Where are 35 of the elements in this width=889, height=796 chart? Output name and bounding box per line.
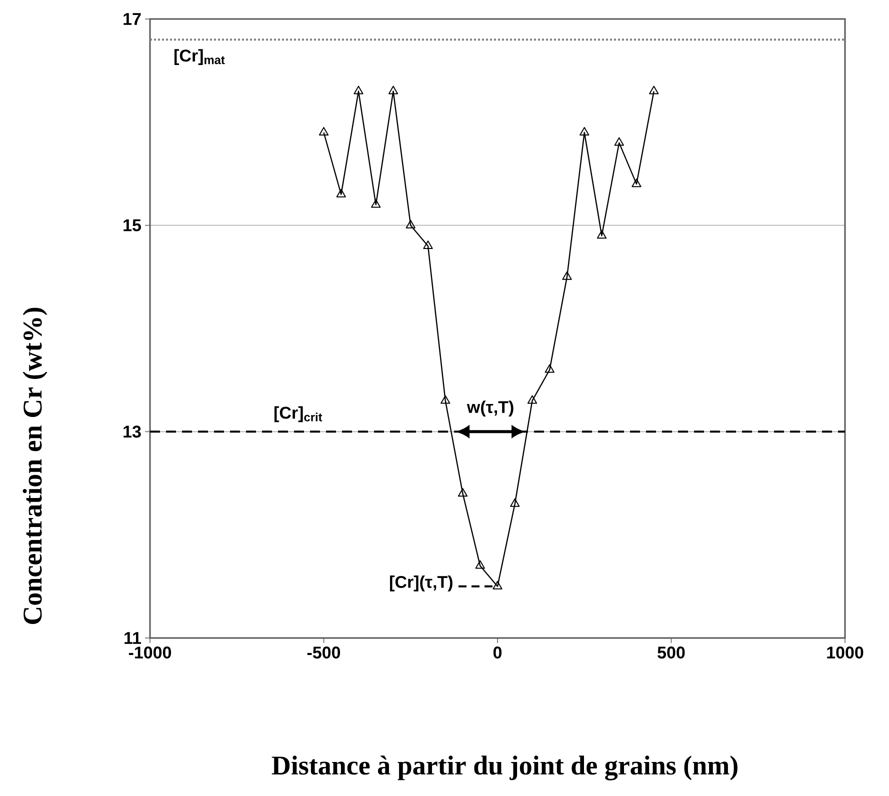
point	[458, 488, 468, 497]
point	[632, 178, 642, 188]
point	[614, 137, 624, 146]
y-tick-label: 15	[124, 219, 141, 232]
point	[596, 230, 607, 239]
point	[527, 395, 538, 404]
x-tick-label: -500	[307, 646, 340, 659]
point	[562, 271, 572, 280]
ref-line-label: [Cr]$_{crit}$	[274, 406, 322, 422]
y-axis-title: Concentration en Cr (wt%)	[22, 308, 48, 624]
point	[510, 498, 520, 507]
point	[354, 86, 364, 94]
x-tick-label: -1000	[128, 646, 172, 659]
point	[371, 199, 381, 208]
point	[440, 395, 450, 404]
point	[649, 86, 659, 94]
point	[475, 560, 485, 569]
y-tick-label: 13	[124, 426, 141, 438]
point	[580, 126, 590, 136]
annotation: w(τ,T)	[466, 400, 514, 416]
x-tick-label: 1000	[827, 646, 864, 659]
point	[406, 220, 416, 228]
x-tick-label: 0	[493, 646, 502, 659]
x-tick-label: 500	[658, 646, 685, 659]
x-axis-title: Distance à partir du joint de grains (nm)	[272, 756, 738, 780]
point	[544, 364, 554, 373]
ref-line-label: [Cr]$_{mat}$	[174, 49, 225, 66]
point	[388, 86, 398, 94]
point	[336, 188, 346, 198]
y-tick-label: 11	[124, 632, 141, 644]
annotation: [Cr](τ,T)	[390, 576, 452, 592]
point	[492, 580, 502, 590]
point	[423, 240, 433, 249]
y-tick-label: 17	[124, 13, 141, 25]
point	[318, 126, 329, 136]
